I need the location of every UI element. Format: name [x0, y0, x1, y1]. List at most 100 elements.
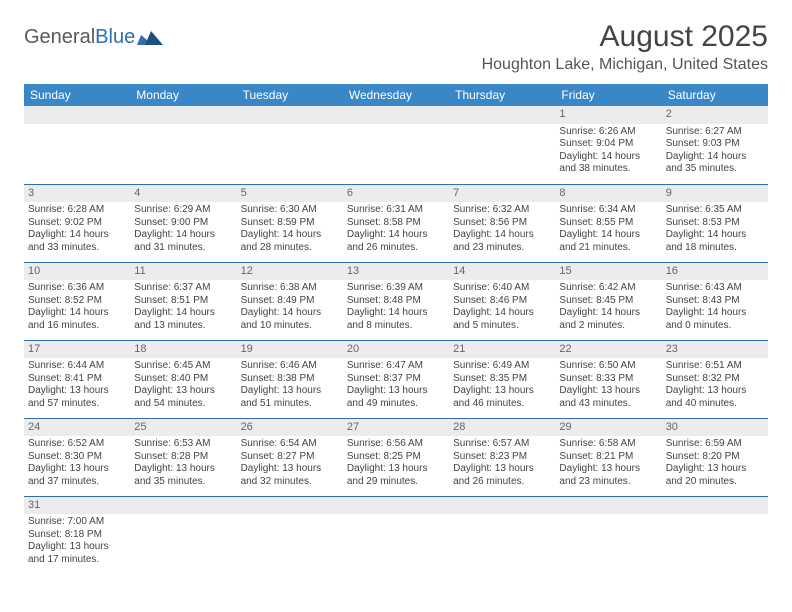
- daylight-text: Daylight: 13 hours: [347, 463, 445, 476]
- calendar-table: SundayMondayTuesdayWednesdayThursdayFrid…: [24, 84, 768, 574]
- sunset-text: Sunset: 8:49 PM: [241, 295, 339, 308]
- location-subtitle: Houghton Lake, Michigan, United States: [482, 56, 768, 74]
- sunset-text: Sunset: 8:37 PM: [347, 373, 445, 386]
- daylight-text: and 54 minutes.: [134, 398, 232, 411]
- calendar-day-cell: [343, 106, 449, 184]
- brand-name-a: General: [24, 26, 95, 48]
- daylight-text: Daylight: 13 hours: [134, 463, 232, 476]
- day-number-empty: [555, 497, 661, 515]
- daylight-text: Daylight: 13 hours: [666, 463, 764, 476]
- daylight-text: Daylight: 13 hours: [241, 463, 339, 476]
- sunset-text: Sunset: 8:48 PM: [347, 295, 445, 308]
- sunrise-text: Sunrise: 6:36 AM: [28, 282, 126, 295]
- calendar-day-cell: [449, 106, 555, 184]
- day-number: 31: [24, 497, 130, 515]
- calendar-day-cell: 31Sunrise: 7:00 AMSunset: 8:18 PMDayligh…: [24, 496, 130, 574]
- sunrise-text: Sunrise: 6:57 AM: [453, 438, 551, 451]
- calendar-day-cell: 1Sunrise: 6:26 AMSunset: 9:04 PMDaylight…: [555, 106, 661, 184]
- calendar-day-cell: 6Sunrise: 6:31 AMSunset: 8:58 PMDaylight…: [343, 184, 449, 262]
- day-number-empty: [662, 497, 768, 515]
- sunrise-text: Sunrise: 6:52 AM: [28, 438, 126, 451]
- sunset-text: Sunset: 8:28 PM: [134, 451, 232, 464]
- sunrise-text: Sunrise: 6:45 AM: [134, 360, 232, 373]
- sunrise-text: Sunrise: 6:47 AM: [347, 360, 445, 373]
- day-number: 4: [130, 185, 236, 203]
- daylight-text: and 49 minutes.: [347, 398, 445, 411]
- calendar-day-cell: 29Sunrise: 6:58 AMSunset: 8:21 PMDayligh…: [555, 418, 661, 496]
- daylight-text: and 10 minutes.: [241, 320, 339, 333]
- daylight-text: Daylight: 14 hours: [347, 307, 445, 320]
- sunrise-text: Sunrise: 6:27 AM: [666, 126, 764, 139]
- sunset-text: Sunset: 8:25 PM: [347, 451, 445, 464]
- daylight-text: Daylight: 13 hours: [241, 385, 339, 398]
- sunset-text: Sunset: 8:55 PM: [559, 217, 657, 230]
- daylight-text: and 26 minutes.: [347, 242, 445, 255]
- sunset-text: Sunset: 9:00 PM: [134, 217, 232, 230]
- calendar-day-cell: [130, 106, 236, 184]
- calendar-day-cell: 17Sunrise: 6:44 AMSunset: 8:41 PMDayligh…: [24, 340, 130, 418]
- day-number: 19: [237, 341, 343, 359]
- daylight-text: Daylight: 14 hours: [241, 307, 339, 320]
- day-number: 13: [343, 263, 449, 281]
- sunset-text: Sunset: 8:45 PM: [559, 295, 657, 308]
- day-number-empty: [449, 106, 555, 124]
- daylight-text: and 35 minutes.: [134, 476, 232, 489]
- daylight-text: Daylight: 14 hours: [453, 307, 551, 320]
- daylight-text: Daylight: 14 hours: [28, 229, 126, 242]
- sunset-text: Sunset: 9:03 PM: [666, 138, 764, 151]
- sunset-text: Sunset: 8:35 PM: [453, 373, 551, 386]
- daylight-text: and 8 minutes.: [347, 320, 445, 333]
- daylight-text: and 5 minutes.: [453, 320, 551, 333]
- daylight-text: Daylight: 14 hours: [559, 151, 657, 164]
- calendar-day-cell: 16Sunrise: 6:43 AMSunset: 8:43 PMDayligh…: [662, 262, 768, 340]
- day-number-empty: [237, 106, 343, 124]
- sunrise-text: Sunrise: 6:58 AM: [559, 438, 657, 451]
- daylight-text: Daylight: 14 hours: [134, 307, 232, 320]
- sunrise-text: Sunrise: 6:42 AM: [559, 282, 657, 295]
- sunset-text: Sunset: 8:33 PM: [559, 373, 657, 386]
- daylight-text: and 2 minutes.: [559, 320, 657, 333]
- daylight-text: and 18 minutes.: [666, 242, 764, 255]
- calendar-day-cell: [343, 496, 449, 574]
- calendar-day-cell: 4Sunrise: 6:29 AMSunset: 9:00 PMDaylight…: [130, 184, 236, 262]
- sunset-text: Sunset: 8:21 PM: [559, 451, 657, 464]
- sunset-text: Sunset: 8:51 PM: [134, 295, 232, 308]
- calendar-day-cell: 23Sunrise: 6:51 AMSunset: 8:32 PMDayligh…: [662, 340, 768, 418]
- sunset-text: Sunset: 8:59 PM: [241, 217, 339, 230]
- daylight-text: Daylight: 13 hours: [28, 463, 126, 476]
- sunrise-text: Sunrise: 6:26 AM: [559, 126, 657, 139]
- calendar-day-cell: 21Sunrise: 6:49 AMSunset: 8:35 PMDayligh…: [449, 340, 555, 418]
- daylight-text: Daylight: 14 hours: [666, 151, 764, 164]
- daylight-text: and 23 minutes.: [453, 242, 551, 255]
- daylight-text: and 43 minutes.: [559, 398, 657, 411]
- day-number: 6: [343, 185, 449, 203]
- sunrise-text: Sunrise: 6:28 AM: [28, 204, 126, 217]
- daylight-text: and 51 minutes.: [241, 398, 339, 411]
- daylight-text: and 32 minutes.: [241, 476, 339, 489]
- calendar-week-row: 10Sunrise: 6:36 AMSunset: 8:52 PMDayligh…: [24, 262, 768, 340]
- calendar-day-cell: 3Sunrise: 6:28 AMSunset: 9:02 PMDaylight…: [24, 184, 130, 262]
- calendar-day-cell: 14Sunrise: 6:40 AMSunset: 8:46 PMDayligh…: [449, 262, 555, 340]
- sunrise-text: Sunrise: 6:51 AM: [666, 360, 764, 373]
- calendar-week-row: 31Sunrise: 7:00 AMSunset: 8:18 PMDayligh…: [24, 496, 768, 574]
- calendar-day-cell: 11Sunrise: 6:37 AMSunset: 8:51 PMDayligh…: [130, 262, 236, 340]
- calendar-day-cell: 5Sunrise: 6:30 AMSunset: 8:59 PMDaylight…: [237, 184, 343, 262]
- sunset-text: Sunset: 8:53 PM: [666, 217, 764, 230]
- sunset-text: Sunset: 8:27 PM: [241, 451, 339, 464]
- day-number: 3: [24, 185, 130, 203]
- daylight-text: and 23 minutes.: [559, 476, 657, 489]
- month-title: August 2025: [482, 20, 768, 54]
- calendar-day-cell: 19Sunrise: 6:46 AMSunset: 8:38 PMDayligh…: [237, 340, 343, 418]
- daylight-text: and 40 minutes.: [666, 398, 764, 411]
- daylight-text: Daylight: 14 hours: [453, 229, 551, 242]
- daylight-text: and 0 minutes.: [666, 320, 764, 333]
- sunrise-text: Sunrise: 6:29 AM: [134, 204, 232, 217]
- sunrise-text: Sunrise: 6:31 AM: [347, 204, 445, 217]
- day-number: 21: [449, 341, 555, 359]
- calendar-day-cell: 2Sunrise: 6:27 AMSunset: 9:03 PMDaylight…: [662, 106, 768, 184]
- sunrise-text: Sunrise: 6:35 AM: [666, 204, 764, 217]
- sunrise-text: Sunrise: 6:44 AM: [28, 360, 126, 373]
- daylight-text: and 57 minutes.: [28, 398, 126, 411]
- day-number: 12: [237, 263, 343, 281]
- sunset-text: Sunset: 8:56 PM: [453, 217, 551, 230]
